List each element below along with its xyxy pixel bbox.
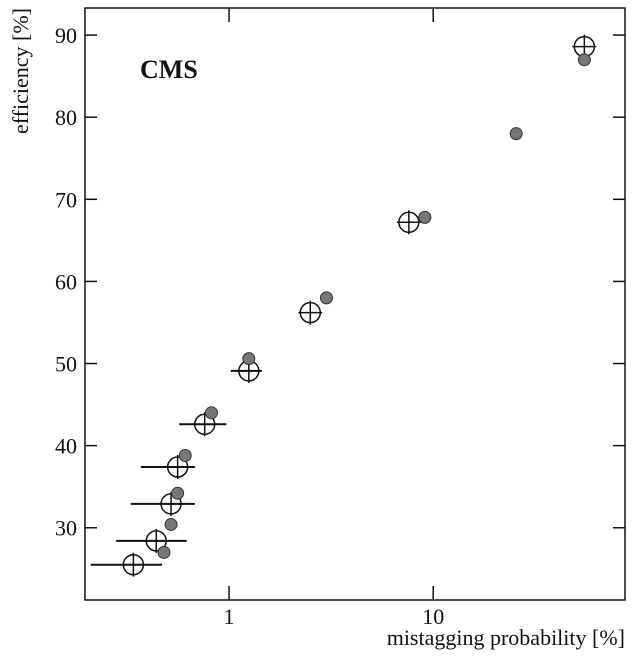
point	[121, 552, 146, 577]
point	[165, 454, 190, 479]
x-axis-label: mistagging probability [%]	[387, 625, 625, 650]
y-tick-label: 80	[55, 105, 77, 130]
point	[418, 210, 432, 224]
y-tick-label: 70	[55, 187, 77, 212]
annotation: CMS	[140, 55, 198, 84]
y-tick-label: 40	[55, 434, 77, 459]
y-tick-label: 60	[55, 269, 77, 294]
plot-frame	[84, 7, 626, 601]
point	[164, 517, 178, 531]
point	[159, 491, 184, 516]
point	[242, 352, 256, 366]
x-tick-label: 10	[422, 604, 444, 629]
point	[396, 210, 421, 235]
y-tick-label: 30	[55, 516, 77, 541]
point	[298, 300, 323, 325]
point	[319, 291, 333, 305]
point	[577, 53, 591, 67]
point	[204, 406, 218, 420]
point	[509, 127, 523, 141]
point	[157, 545, 171, 559]
point	[171, 486, 185, 500]
point	[192, 412, 217, 437]
point	[144, 528, 169, 553]
point	[178, 448, 192, 462]
y-axis-label: efficiency [%]	[8, 8, 33, 134]
y-tick-label: 50	[55, 352, 77, 377]
x-tick-label: 1	[224, 604, 235, 629]
y-tick-label: 90	[55, 23, 77, 48]
